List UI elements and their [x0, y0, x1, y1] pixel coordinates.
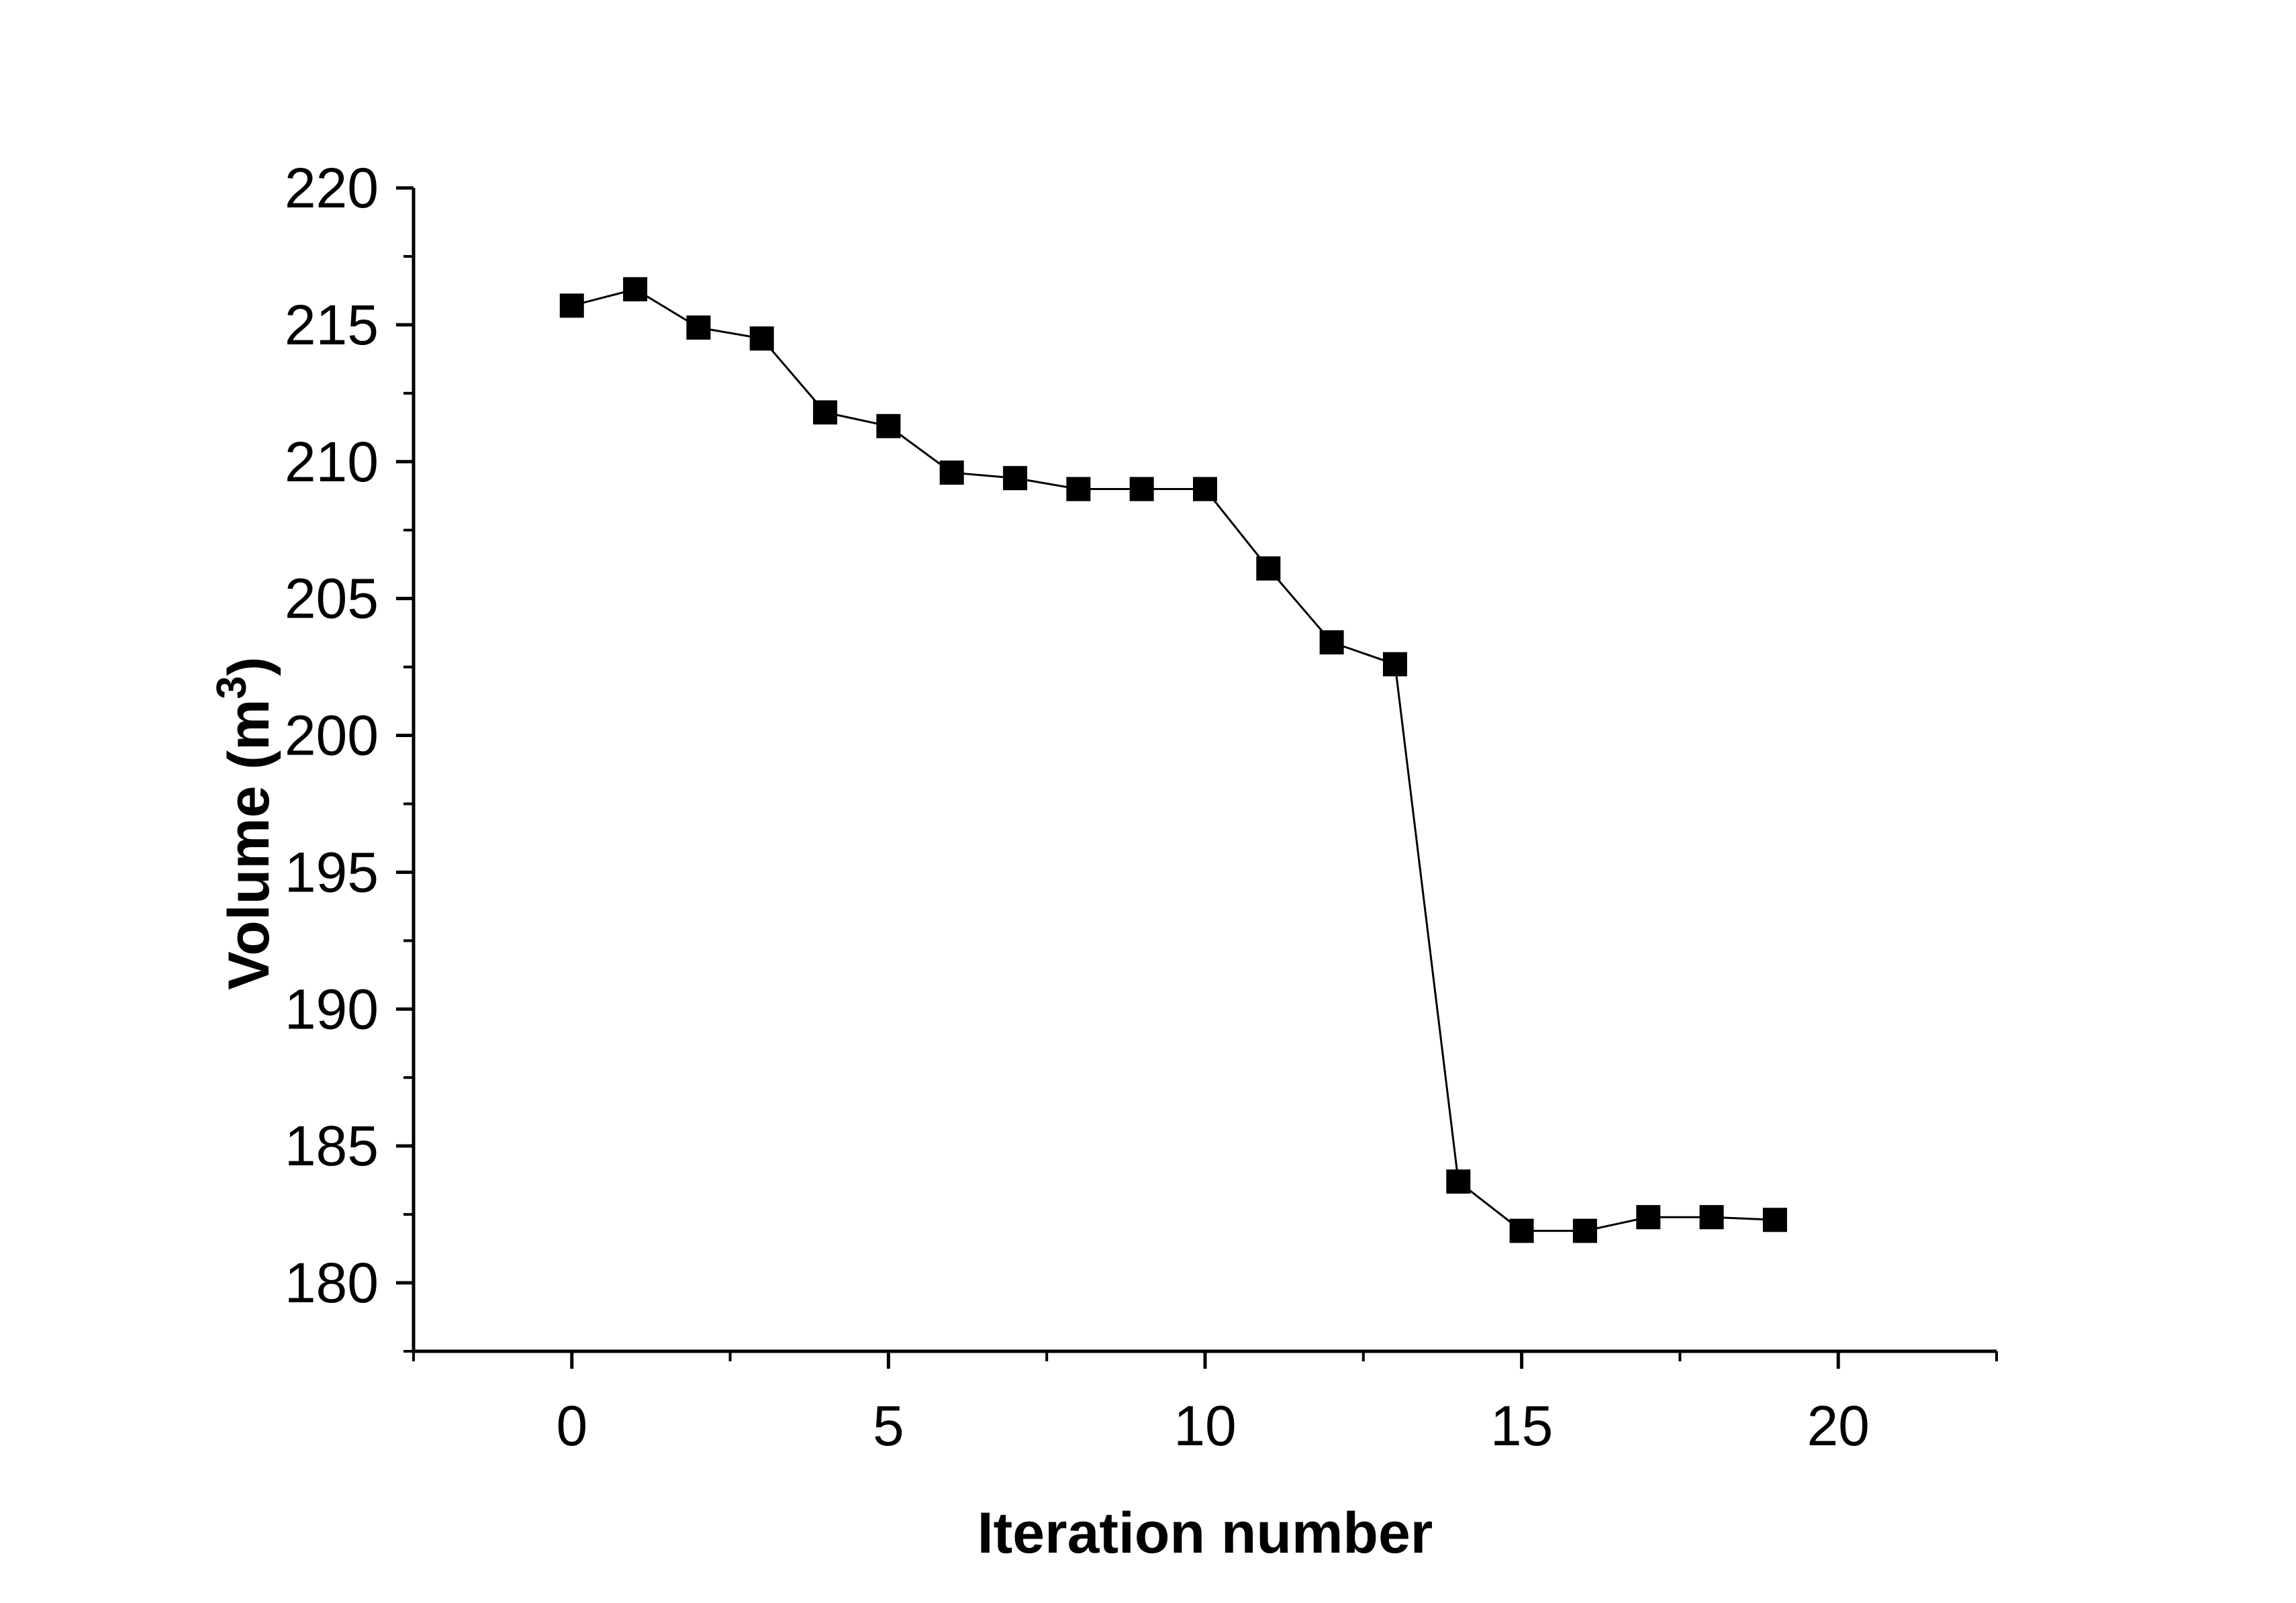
- x-tick-label: 15: [1490, 1394, 1553, 1457]
- data-point-marker: [686, 315, 711, 340]
- axis-titles: Iteration number Volume (m3): [209, 657, 1433, 1565]
- y-tick-label: 195: [285, 840, 379, 904]
- data-point-marker: [1003, 466, 1028, 491]
- x-tick-label: 10: [1174, 1394, 1236, 1457]
- ticks: [396, 186, 1998, 1369]
- data-point-marker: [1319, 630, 1344, 654]
- y-axis-title-close: ): [217, 657, 281, 676]
- data-point-marker: [813, 400, 838, 425]
- x-axis-title: Iteration number: [977, 1501, 1433, 1565]
- y-axis-title: Volume (m3): [209, 657, 281, 989]
- axes: [412, 188, 1997, 1353]
- data-point-marker: [1129, 477, 1154, 501]
- y-tick-label: 180: [285, 1251, 379, 1314]
- x-tick-label: 0: [556, 1394, 587, 1457]
- data-point-marker: [1636, 1205, 1661, 1230]
- data-point-marker: [1446, 1169, 1471, 1194]
- y-tick-label: 185: [285, 1114, 379, 1177]
- y-tick-label: 220: [285, 156, 379, 220]
- data-point-marker: [623, 277, 648, 301]
- series-line: [571, 288, 1775, 1232]
- data-point-marker: [876, 414, 901, 438]
- y-tick-label: 205: [285, 567, 379, 630]
- data-point-marker: [559, 293, 584, 318]
- data-point-marker: [1382, 652, 1407, 677]
- data-point-marker: [749, 326, 774, 351]
- y-tick-label: 200: [285, 704, 379, 767]
- data-point-marker: [1193, 477, 1217, 501]
- y-axis-title-main: Volume (m: [217, 699, 281, 989]
- data-point-marker: [939, 460, 964, 485]
- x-tick-label: 20: [1807, 1394, 1869, 1457]
- y-axis-title-superscript: 3: [209, 676, 255, 699]
- x-tick-label: 5: [873, 1394, 904, 1457]
- tick-labels: 180 185 190 195 200 205 210 215 220 0 5 10 15 20: [285, 156, 1870, 1457]
- data-point-marker: [1256, 556, 1281, 581]
- y-tick-label: 190: [285, 977, 379, 1040]
- data-point-marker: [1066, 477, 1091, 501]
- data-point-marker: [1762, 1208, 1787, 1232]
- data-point-marker: [1509, 1218, 1534, 1243]
- series-group: [559, 277, 1787, 1243]
- y-tick-label: 215: [285, 293, 379, 356]
- y-tick-label: 210: [285, 430, 379, 493]
- data-point-marker: [1572, 1218, 1597, 1243]
- data-point-marker: [1699, 1205, 1724, 1230]
